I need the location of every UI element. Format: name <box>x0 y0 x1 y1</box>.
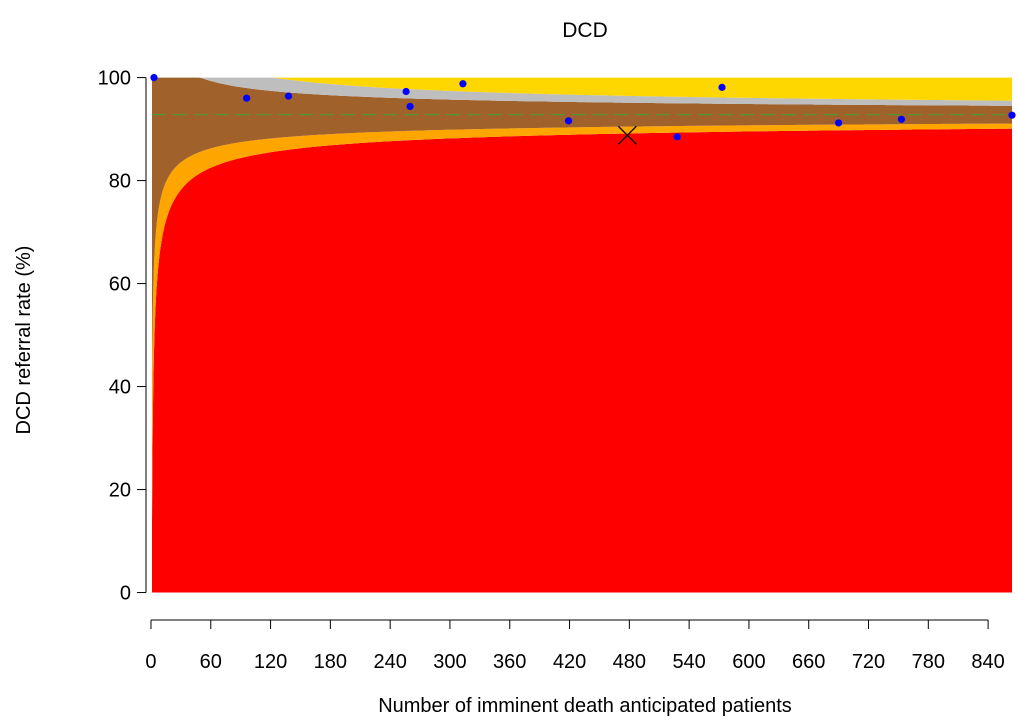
y-tick-label: 0 <box>120 583 131 605</box>
x-tick-label: 240 <box>373 651 406 673</box>
x-tick-label: 720 <box>852 651 885 673</box>
data-point <box>718 83 726 91</box>
highlight-stroke <box>617 125 637 145</box>
data-point <box>406 102 414 111</box>
data-points <box>150 73 1016 141</box>
data-point <box>835 119 843 127</box>
data-point <box>1008 111 1016 119</box>
y-tick-label: 20 <box>109 480 131 502</box>
x-tick-label: 780 <box>912 651 945 673</box>
x-tick-label: 600 <box>732 651 765 673</box>
y-tick-label: 60 <box>109 274 131 296</box>
data-point <box>243 94 251 102</box>
data-point <box>150 73 158 82</box>
x-tick-label: 300 <box>433 651 466 673</box>
y-tick-label: 80 <box>109 171 131 193</box>
x-tick-label: 360 <box>493 651 526 673</box>
band-upper-warning <box>151 77 1013 106</box>
x-tick-label: 180 <box>314 651 347 673</box>
x-tick-label: 60 <box>200 651 222 673</box>
chart-title: DCD <box>562 19 608 42</box>
x-tick-label: 0 <box>145 651 156 673</box>
x-axis-label: Number of imminent death anticipated pat… <box>378 695 792 717</box>
highlighted-marker <box>617 125 637 145</box>
x-tick-label: 420 <box>553 651 586 673</box>
data-point <box>673 133 681 141</box>
x-axis: 0 60 120 180 240 300 360 420 480 540 600 660 720 780 8… <box>145 619 1005 673</box>
band-inner-limits <box>151 77 1013 376</box>
band-above-outer-limit <box>151 77 1013 101</box>
x-tick-label: 480 <box>613 651 646 673</box>
data-point <box>402 87 410 96</box>
data-point <box>284 92 293 100</box>
x-tick-label: 120 <box>254 651 287 673</box>
y-axis-label: DCD referral rate (%) <box>13 246 35 435</box>
x-tick-label: 660 <box>792 651 825 673</box>
y-tick-label: 100 <box>98 68 131 90</box>
control-limit-bands <box>151 77 1013 593</box>
data-point <box>897 115 906 123</box>
x-tick-label: 840 <box>971 651 1004 673</box>
data-point <box>564 117 573 125</box>
y-tick-label: 40 <box>109 377 131 399</box>
y-axis: 0 20 40 60 80 100 <box>98 68 147 605</box>
band-below-outer-limit <box>151 128 1013 593</box>
x-tick-label: 540 <box>672 651 705 673</box>
data-point <box>459 80 467 88</box>
